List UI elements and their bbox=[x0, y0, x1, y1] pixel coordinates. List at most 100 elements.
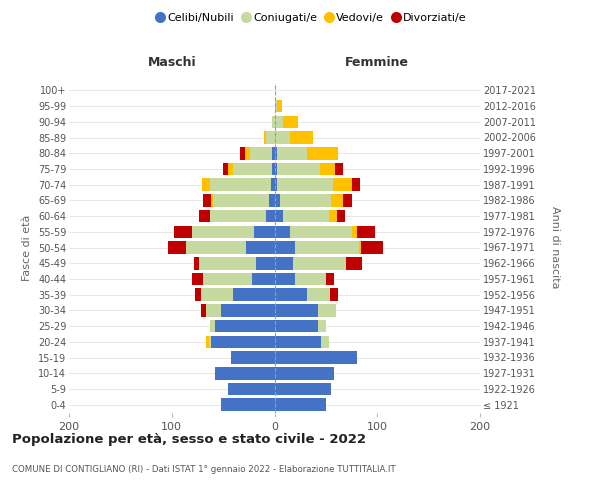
Bar bbox=[196, 288, 200, 301]
Text: Maschi: Maschi bbox=[148, 56, 196, 70]
Bar bbox=[233, 162, 272, 175]
Bar bbox=[233, 288, 275, 301]
Bar bbox=[221, 304, 275, 316]
Bar bbox=[209, 336, 211, 348]
Bar bbox=[275, 162, 277, 175]
Bar bbox=[277, 162, 320, 175]
Bar bbox=[295, 241, 359, 254]
Bar bbox=[295, 272, 326, 285]
Bar bbox=[283, 116, 298, 128]
Bar bbox=[254, 226, 275, 238]
Bar bbox=[221, 398, 275, 411]
Bar bbox=[210, 320, 215, 332]
Legend: Celibi/Nubili, Coniugati/e, Vedovi/e, Divorziati/e: Celibi/Nubili, Coniugati/e, Vedovi/e, Di… bbox=[153, 8, 471, 28]
Text: Popolazione per età, sesso e stato civile - 2022: Popolazione per età, sesso e stato civil… bbox=[12, 432, 366, 446]
Bar bbox=[275, 116, 283, 128]
Bar bbox=[167, 241, 186, 254]
Bar bbox=[275, 272, 295, 285]
Bar bbox=[293, 257, 346, 270]
Bar bbox=[199, 210, 210, 222]
Bar bbox=[307, 147, 338, 160]
Bar bbox=[245, 147, 250, 160]
Bar bbox=[266, 210, 275, 222]
Bar bbox=[239, 147, 245, 160]
Bar bbox=[199, 257, 256, 270]
Bar bbox=[275, 288, 307, 301]
Bar bbox=[266, 131, 275, 144]
Bar bbox=[252, 272, 275, 285]
Bar bbox=[232, 351, 275, 364]
Bar bbox=[337, 210, 346, 222]
Bar bbox=[275, 194, 280, 206]
Bar bbox=[277, 178, 333, 191]
Bar bbox=[326, 272, 334, 285]
Text: COMUNE DI CONTIGLIANO (RI) - Dati ISTAT 1° gennaio 2022 - Elaborazione TUTTITALI: COMUNE DI CONTIGLIANO (RI) - Dati ISTAT … bbox=[12, 466, 395, 474]
Bar bbox=[280, 194, 331, 206]
Bar bbox=[228, 162, 233, 175]
Bar bbox=[211, 336, 275, 348]
Y-axis label: Fasce di età: Fasce di età bbox=[22, 214, 32, 280]
Bar bbox=[352, 226, 356, 238]
Bar bbox=[272, 116, 275, 128]
Bar bbox=[206, 304, 221, 316]
Bar bbox=[246, 241, 275, 254]
Text: Femmine: Femmine bbox=[345, 56, 409, 70]
Bar bbox=[320, 162, 335, 175]
Bar bbox=[333, 178, 352, 191]
Bar bbox=[215, 320, 275, 332]
Bar bbox=[317, 304, 336, 316]
Bar bbox=[202, 178, 210, 191]
Bar bbox=[321, 336, 329, 348]
Bar bbox=[210, 210, 266, 222]
Bar bbox=[275, 398, 326, 411]
Bar bbox=[215, 367, 275, 380]
Bar bbox=[290, 131, 313, 144]
Bar bbox=[272, 147, 275, 160]
Bar bbox=[275, 147, 277, 160]
Bar bbox=[275, 382, 331, 395]
Bar bbox=[269, 194, 275, 206]
Bar bbox=[250, 147, 272, 160]
Bar bbox=[174, 226, 193, 238]
Bar bbox=[359, 241, 361, 254]
Bar bbox=[277, 100, 281, 112]
Bar bbox=[200, 304, 206, 316]
Bar bbox=[331, 194, 343, 206]
Bar bbox=[210, 178, 271, 191]
Bar bbox=[206, 336, 209, 348]
Bar bbox=[275, 178, 277, 191]
Bar bbox=[275, 226, 290, 238]
Bar bbox=[275, 367, 334, 380]
Bar bbox=[356, 226, 375, 238]
Bar bbox=[343, 194, 352, 206]
Bar bbox=[307, 288, 330, 301]
Bar bbox=[264, 131, 266, 144]
Bar bbox=[275, 320, 317, 332]
Bar bbox=[277, 147, 307, 160]
Bar bbox=[335, 162, 343, 175]
Bar bbox=[228, 382, 275, 395]
Bar bbox=[275, 241, 295, 254]
Bar bbox=[223, 162, 228, 175]
Bar bbox=[275, 257, 293, 270]
Bar bbox=[290, 226, 352, 238]
Bar bbox=[330, 288, 338, 301]
Bar bbox=[194, 257, 199, 270]
Bar bbox=[213, 194, 269, 206]
Bar bbox=[361, 241, 383, 254]
Bar bbox=[192, 226, 254, 238]
Bar bbox=[186, 241, 246, 254]
Bar bbox=[275, 131, 290, 144]
Bar bbox=[203, 272, 252, 285]
Bar bbox=[272, 162, 275, 175]
Bar bbox=[256, 257, 275, 270]
Bar bbox=[275, 351, 356, 364]
Bar bbox=[271, 178, 275, 191]
Bar bbox=[200, 288, 233, 301]
Bar bbox=[275, 336, 321, 348]
Bar bbox=[275, 100, 277, 112]
Bar bbox=[203, 194, 211, 206]
Bar bbox=[283, 210, 329, 222]
Bar bbox=[317, 320, 326, 332]
Bar bbox=[352, 178, 360, 191]
